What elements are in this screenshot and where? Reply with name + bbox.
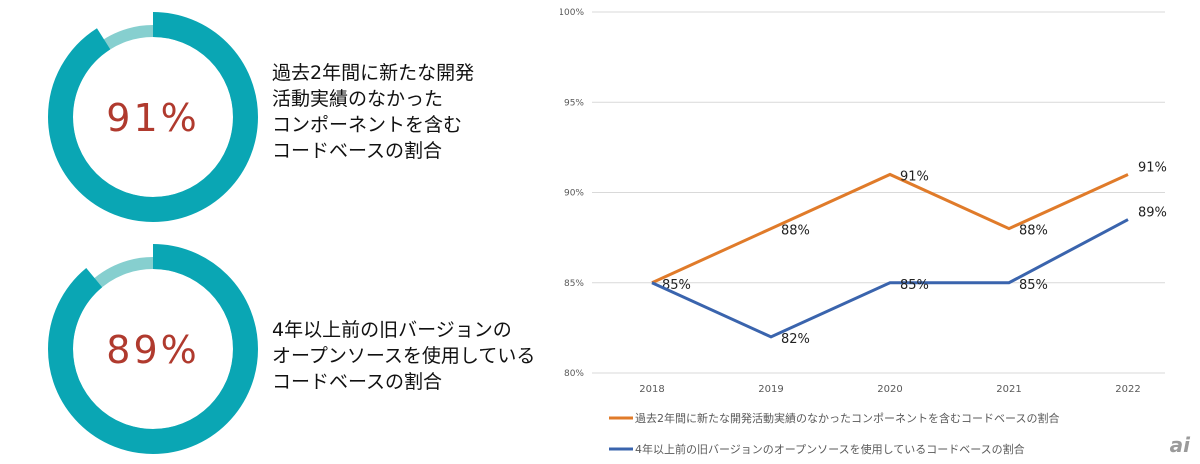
- x-tick-label: 2021: [996, 384, 1021, 395]
- donut-2-description: 4年以上前の旧バージョンの オープンソースを使用している コードベースの割合: [272, 317, 535, 395]
- series-line-1: [651, 172, 1129, 285]
- x-tick-label: 2020: [877, 384, 902, 395]
- y-tick-label: 85%: [564, 279, 584, 289]
- donut-charts: 91% 89%: [48, 12, 258, 454]
- legend-label: 過去2年間に新たな開発活動実績のなかったコンポーネントを含むコードベースの割合: [635, 411, 1059, 425]
- data-label: 89%: [1138, 206, 1167, 221]
- description-line: 4年以上前の旧バージョンの: [272, 319, 512, 341]
- donut-value-arc: [48, 12, 258, 222]
- data-label: 85%: [900, 278, 929, 293]
- line-chart: 80% 85% 90% 95% 100% 2018 2019 2020 2021 2022 85% 8…: [560, 8, 1191, 457]
- donut-value-label: 89%: [106, 328, 199, 372]
- data-label: 88%: [1019, 224, 1048, 239]
- y-tick-label: 95%: [564, 98, 584, 108]
- y-tick-label: 90%: [564, 189, 584, 199]
- donut-value-label: 91%: [106, 96, 199, 140]
- series-line-2: [651, 218, 1129, 339]
- data-label: 88%: [781, 224, 810, 239]
- description-line: 過去2年間に新たな開発: [272, 62, 475, 84]
- donut-value-arc: [48, 244, 258, 454]
- logo: ai: [1170, 433, 1191, 457]
- x-tick-label: 2018: [639, 384, 664, 395]
- y-tick-label: 80%: [564, 369, 584, 379]
- data-label: 91%: [1138, 160, 1167, 175]
- legend-label: 4年以上前の旧バージョンのオープンソースを使用しているコードベースの割合: [635, 442, 1025, 456]
- data-label: 85%: [1019, 278, 1048, 293]
- x-tick-label: 2022: [1115, 384, 1140, 395]
- data-label: 91%: [900, 169, 929, 184]
- description-line: コードベースの割合: [272, 140, 443, 162]
- donut-1-description: 過去2年間に新たな開発 活動実績のなかった コンポーネントを含む コードベースの…: [272, 60, 474, 164]
- description-line: コードベースの割合: [272, 371, 443, 393]
- data-label: 82%: [781, 332, 810, 347]
- description-line: 活動実績のなかった: [272, 88, 444, 110]
- x-tick-label: 2019: [758, 384, 783, 395]
- description-line: オープンソースを使用している: [272, 345, 536, 367]
- y-tick-label: 100%: [560, 8, 584, 18]
- description-line: コンポーネントを含む: [272, 114, 463, 136]
